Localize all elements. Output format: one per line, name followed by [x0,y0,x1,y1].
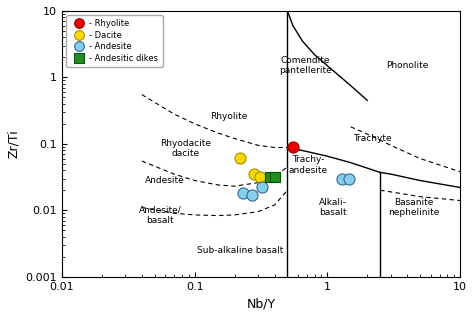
Text: Alkali-
basalt: Alkali- basalt [319,198,347,217]
Text: Rhyodacite
dacite: Rhyodacite dacite [160,139,211,158]
Text: Rhyolite: Rhyolite [210,112,247,121]
Text: Andesite: Andesite [146,176,185,185]
Text: Phonolite: Phonolite [386,61,428,70]
Text: Andesite/
basalt: Andesite/ basalt [139,205,182,225]
Legend: - Rhyolite, - Dacite, - Andesite, - Andesitic dikes: - Rhyolite, - Dacite, - Andesite, - Ande… [66,15,163,67]
Text: Sub-alkaline basalt: Sub-alkaline basalt [197,246,283,255]
X-axis label: Nb/Y: Nb/Y [246,297,275,310]
Text: Comendite
pantellerite: Comendite pantellerite [279,56,331,75]
Text: Trachy-
andesite: Trachy- andesite [289,155,328,175]
Y-axis label: Zr/Ti: Zr/Ti [7,129,20,158]
Text: Trachyte: Trachyte [354,134,392,143]
Text: Basanite
nephelinite: Basanite nephelinite [388,198,440,217]
